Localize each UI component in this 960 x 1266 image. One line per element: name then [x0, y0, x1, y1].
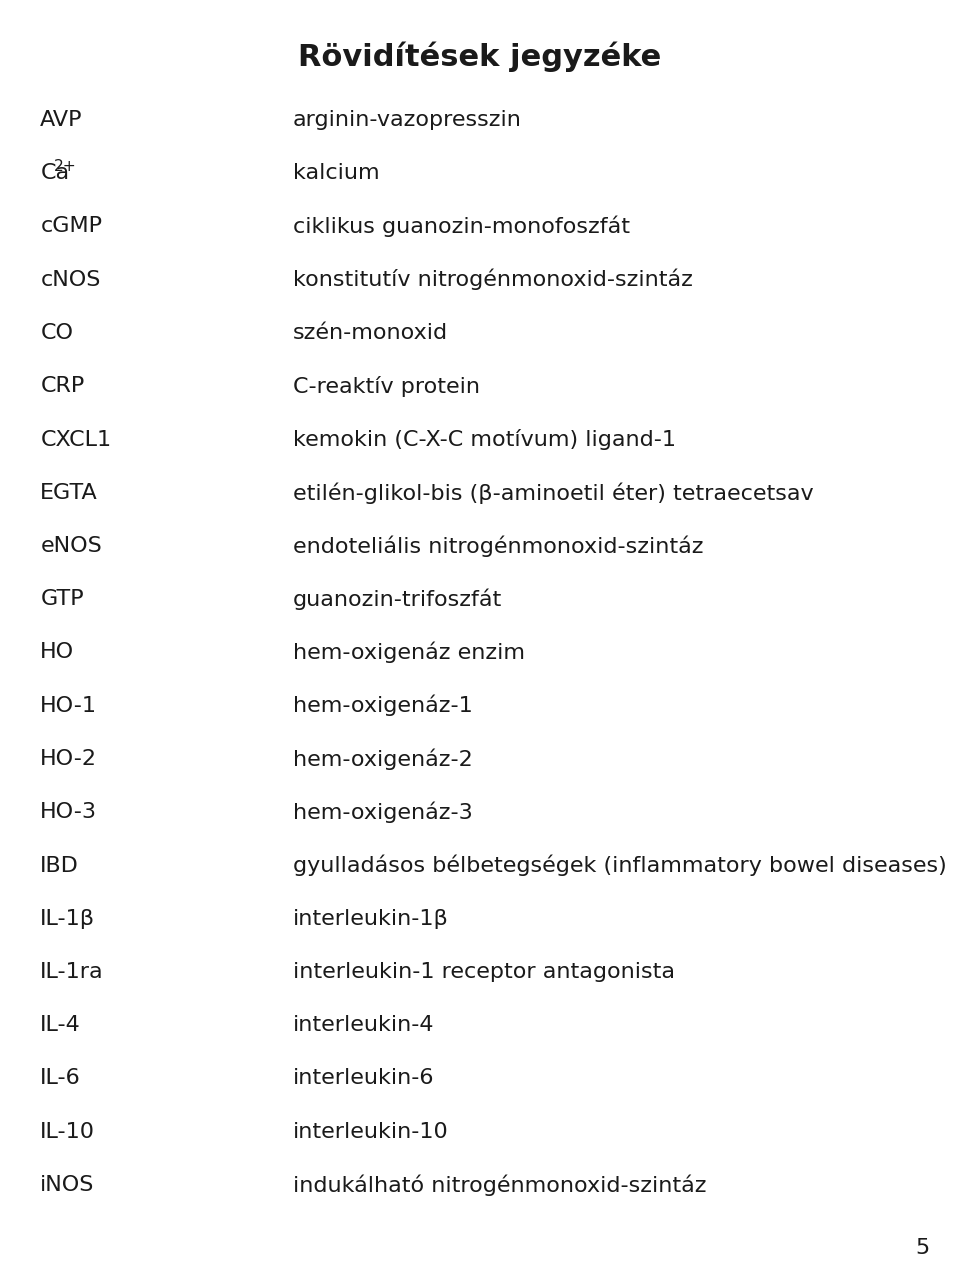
Text: cNOS: cNOS [40, 270, 101, 290]
Text: konstitutív nitrogénmonoxid-szintáz: konstitutív nitrogénmonoxid-szintáz [293, 268, 693, 290]
Text: AVP: AVP [40, 110, 83, 130]
Text: hem-oxigenáz-3: hem-oxigenáz-3 [293, 801, 472, 823]
Text: IL-6: IL-6 [40, 1069, 81, 1089]
Text: interleukin-1 receptor antagonista: interleukin-1 receptor antagonista [293, 962, 675, 982]
Text: kalcium: kalcium [293, 163, 379, 184]
Text: szén-monoxid: szén-monoxid [293, 323, 448, 343]
Text: CO: CO [40, 323, 73, 343]
Text: interleukin-1β: interleukin-1β [293, 909, 448, 929]
Text: HO-1: HO-1 [40, 696, 97, 715]
Text: IL-10: IL-10 [40, 1122, 95, 1142]
Text: Rövidítések jegyzéke: Rövidítések jegyzéke [299, 42, 661, 72]
Text: HO-3: HO-3 [40, 803, 97, 822]
Text: IL-4: IL-4 [40, 1015, 81, 1036]
Text: HO: HO [40, 643, 75, 662]
Text: CRP: CRP [40, 376, 84, 396]
Text: hem-oxigenáz-1: hem-oxigenáz-1 [293, 695, 472, 717]
Text: iNOS: iNOS [40, 1175, 95, 1195]
Text: EGTA: EGTA [40, 482, 98, 503]
Text: indukálható nitrogénmonoxid-szintáz: indukálható nitrogénmonoxid-szintáz [293, 1175, 707, 1196]
Text: etilén-glikol-bis (β-aminoetil éter) tetraecetsav: etilén-glikol-bis (β-aminoetil éter) tet… [293, 482, 813, 504]
Text: IBD: IBD [40, 856, 79, 876]
Text: endoteliális nitrogénmonoxid-szintáz: endoteliális nitrogénmonoxid-szintáz [293, 536, 704, 557]
Text: IL-1ra: IL-1ra [40, 962, 104, 982]
Text: 5: 5 [916, 1238, 930, 1258]
Text: gyulladásos bélbetegségek (inflammatory bowel diseases): gyulladásos bélbetegségek (inflammatory … [293, 855, 947, 876]
Text: hem-oxigenáz enzim: hem-oxigenáz enzim [293, 642, 525, 663]
Text: interleukin-10: interleukin-10 [293, 1122, 448, 1142]
Text: CXCL1: CXCL1 [40, 429, 111, 449]
Text: Ca: Ca [40, 163, 69, 184]
Text: kemokin (C-X-C motívum) ligand-1: kemokin (C-X-C motívum) ligand-1 [293, 429, 676, 449]
Text: ciklikus guanozin-monofoszfát: ciklikus guanozin-monofoszfát [293, 215, 630, 237]
Text: cGMP: cGMP [40, 216, 103, 237]
Text: GTP: GTP [40, 589, 84, 609]
Text: HO-2: HO-2 [40, 749, 97, 768]
Text: hem-oxigenáz-2: hem-oxigenáz-2 [293, 748, 472, 770]
Text: IL-1β: IL-1β [40, 909, 95, 929]
Text: interleukin-4: interleukin-4 [293, 1015, 434, 1036]
Text: arginin-vazopresszin: arginin-vazopresszin [293, 110, 521, 130]
Text: guanozin-trifoszfát: guanozin-trifoszfát [293, 589, 502, 610]
Text: interleukin-6: interleukin-6 [293, 1069, 434, 1089]
Text: 2+: 2+ [54, 158, 76, 173]
Text: C-reaktív protein: C-reaktív protein [293, 376, 480, 396]
Text: eNOS: eNOS [40, 536, 102, 556]
